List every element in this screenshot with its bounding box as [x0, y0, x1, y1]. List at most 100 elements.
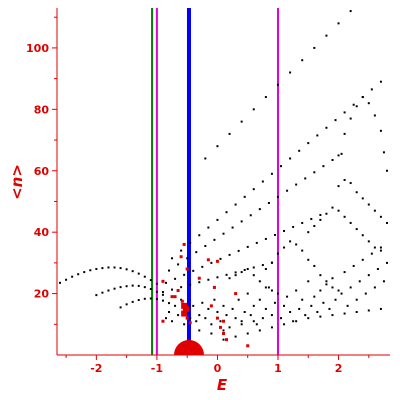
data-point — [149, 287, 152, 290]
data-point — [113, 287, 116, 290]
data-point — [343, 215, 346, 218]
data-point-red — [170, 295, 174, 299]
data-point — [349, 182, 352, 185]
data-point — [143, 275, 146, 278]
data-point — [295, 183, 298, 186]
data-point — [210, 323, 213, 326]
data-point — [316, 311, 319, 314]
data-point — [264, 237, 267, 240]
data-point — [131, 284, 134, 287]
data-point — [210, 261, 213, 264]
data-point — [276, 195, 279, 198]
data-point — [198, 314, 201, 317]
data-point-red — [176, 289, 180, 293]
data-point — [361, 234, 364, 237]
y-tick-label: 40 — [34, 226, 50, 239]
data-point — [373, 286, 376, 289]
x-tick-label: -2 — [90, 362, 102, 375]
data-point — [310, 217, 313, 220]
data-point — [131, 300, 134, 303]
data-point — [289, 240, 292, 243]
data-point — [234, 317, 237, 320]
data-point — [355, 191, 358, 194]
data-point — [231, 307, 234, 310]
data-point — [286, 295, 289, 298]
y-tick-label: 100 — [26, 42, 49, 55]
data-point — [382, 280, 385, 283]
data-point — [107, 266, 110, 269]
data-point — [164, 281, 167, 284]
data-point — [177, 314, 180, 317]
data-point — [246, 332, 249, 335]
data-point — [65, 278, 68, 281]
data-point — [258, 298, 261, 301]
data-point — [237, 249, 240, 252]
data-point — [304, 177, 307, 180]
data-point — [222, 329, 225, 332]
data-point — [367, 203, 370, 206]
data-point — [252, 274, 255, 277]
data-point — [313, 171, 316, 174]
data-point — [289, 157, 292, 160]
data-point — [301, 221, 304, 224]
data-point — [137, 299, 140, 302]
data-point — [304, 314, 307, 317]
data-point — [228, 253, 231, 256]
data-point — [222, 232, 225, 235]
data-point-red — [161, 279, 165, 283]
data-point — [255, 323, 258, 326]
data-point — [307, 258, 310, 261]
data-point — [334, 119, 337, 122]
data-point — [355, 105, 358, 108]
data-point — [225, 314, 228, 317]
data-point-red — [185, 316, 189, 320]
data-point — [337, 185, 340, 188]
data-point — [95, 294, 98, 297]
data-point-red — [209, 304, 213, 308]
data-point — [283, 304, 286, 307]
data-point — [83, 271, 86, 274]
data-point-red — [215, 316, 219, 320]
data-point-red — [222, 332, 225, 336]
data-point — [325, 212, 328, 215]
data-point — [301, 298, 304, 301]
data-point — [361, 258, 364, 261]
data-point — [143, 286, 146, 289]
data-point — [286, 189, 289, 192]
data-point — [352, 264, 355, 267]
data-point — [370, 88, 373, 91]
data-point — [261, 180, 264, 183]
data-point — [183, 273, 186, 276]
data-point — [355, 311, 358, 314]
data-point — [155, 298, 158, 301]
data-point — [283, 229, 286, 232]
x-tick-label: 2 — [335, 362, 343, 375]
data-point — [171, 257, 174, 260]
data-point — [264, 307, 267, 310]
data-point — [379, 215, 382, 218]
data-point — [240, 120, 243, 123]
data-point — [186, 311, 189, 314]
data-point — [361, 197, 364, 200]
data-point — [216, 311, 219, 314]
data-point — [249, 214, 252, 217]
data-point — [155, 290, 158, 293]
data-point — [183, 323, 186, 326]
data-point-red — [161, 319, 165, 323]
data-point — [168, 302, 171, 305]
data-point — [340, 292, 343, 295]
data-point — [289, 71, 292, 74]
data-point — [189, 241, 192, 244]
data-point-red — [182, 242, 186, 246]
data-point — [379, 80, 382, 83]
data-point — [234, 335, 237, 338]
data-point — [252, 266, 255, 269]
data-point — [240, 271, 243, 274]
x-axis-title: E — [217, 376, 228, 394]
data-point-red — [182, 305, 189, 312]
data-point — [107, 289, 110, 292]
data-point — [246, 292, 249, 295]
data-point — [59, 281, 62, 284]
data-point — [298, 307, 301, 310]
data-point — [379, 129, 382, 132]
